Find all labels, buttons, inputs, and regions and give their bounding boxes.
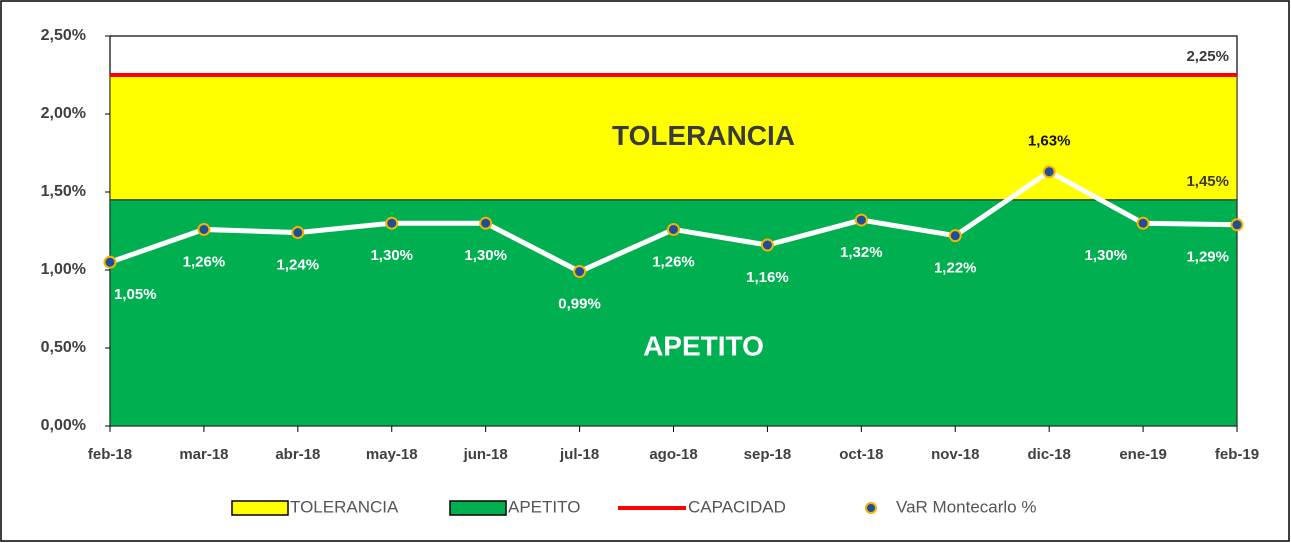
point-marker [854,213,868,227]
y-tick-label: 2,50% [41,27,86,44]
value-label: 1,63% [1028,133,1071,150]
x-tick-label: dic-18 [1027,446,1070,463]
band-label: APETITO [643,330,764,361]
x-tick-label: mar-18 [179,446,228,463]
value-label: 1,30% [1085,247,1128,264]
value-label: 1,22% [934,260,977,277]
y-tick-label: 0,00% [41,417,86,434]
x-tick-label: feb-19 [1215,446,1259,463]
x-tick-label: nov-18 [931,446,979,463]
point-marker [1230,218,1244,232]
x-tick-label: jun-18 [463,446,508,463]
value-label: 1,26% [183,253,226,270]
point-marker [948,229,962,243]
value-label: 1,26% [652,253,695,270]
y-tick-label: 1,50% [41,183,86,200]
legend-label: VaR Montecarlo % [896,497,1036,516]
y-tick-label: 2,00% [41,105,86,122]
value-label: 1,16% [746,269,789,286]
x-tick-label: oct-18 [839,446,883,463]
point-marker [667,222,680,236]
band-label: TOLERANCIA [612,120,795,151]
x-tick-label: abr-18 [275,446,320,463]
point-marker [573,265,587,279]
x-tick-label: ene-19 [1119,446,1167,463]
point-marker [479,216,493,230]
value-label: 1,05% [114,286,157,303]
legend-label: APETITO [508,497,580,516]
x-tick-label: sep-18 [744,446,792,463]
value-label: 1,24% [277,257,320,274]
value-label: 0,99% [558,296,601,313]
value-label: 1,29% [1186,249,1229,266]
x-tick-label: may-18 [366,446,418,463]
point-marker [291,226,305,240]
point-marker [1042,165,1056,179]
value-label: 2,25% [1186,48,1229,65]
value-label: 1,32% [840,244,883,261]
x-tick-label: ago-18 [649,446,697,463]
legend-swatch [231,500,289,516]
x-tick-label: feb-18 [88,446,132,463]
point-marker [1136,216,1150,230]
value-label: 1,45% [1186,173,1229,190]
value-label: 1,30% [370,247,413,264]
x-tick-label: jul-18 [559,446,599,463]
point-marker [385,216,399,230]
point-marker [197,222,211,236]
legend-swatch [865,502,877,514]
y-tick-label: 0,50% [41,339,86,356]
value-label: 1,30% [464,247,507,264]
legend-swatch [449,500,507,516]
legend-label: TOLERANCIA [290,497,399,516]
legend-label: CAPACIDAD [688,497,786,516]
point-marker [760,238,774,252]
point-marker [103,255,117,269]
y-tick-label: 1,00% [41,261,86,278]
